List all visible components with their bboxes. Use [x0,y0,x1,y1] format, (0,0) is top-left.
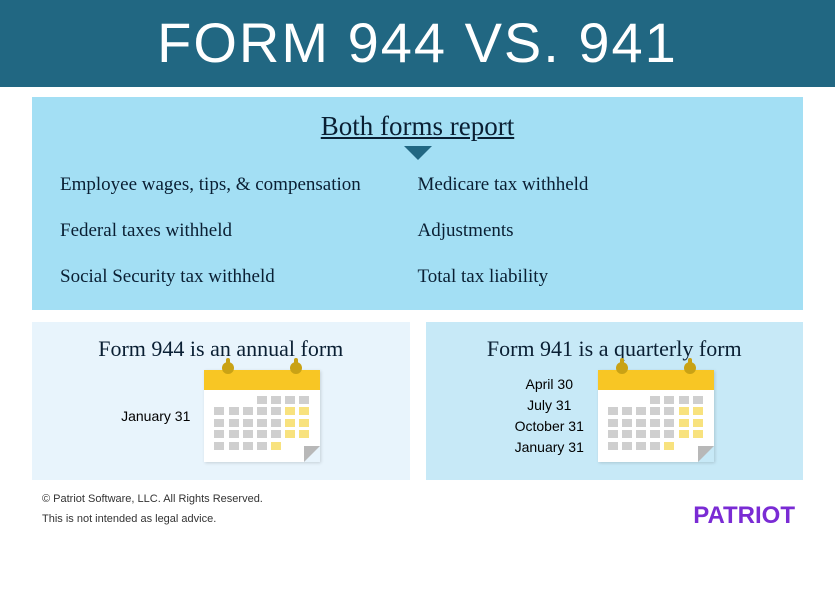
form-944-body: January 31 [121,370,320,462]
report-item: Employee wages, tips, & compensation [60,174,418,196]
form-944-card: Form 944 is an annual form January 31 [32,322,410,480]
report-item: Social Security tax withheld [60,266,418,288]
report-item: Adjustments [418,220,776,242]
items-grid: Employee wages, tips, & compensation Fed… [32,160,803,310]
form-941-dates: April 30 July 31 October 31 January 31 [515,374,584,458]
date-item: October 31 [515,416,584,437]
section-heading: Both forms report [32,97,803,146]
brand-logo: PATRIOT [693,502,795,530]
disclaimer-text: This is not intended as legal advice. [42,510,263,530]
report-item: Medicare tax withheld [418,174,776,196]
calendar-icon [204,370,320,462]
footer: © Patriot Software, LLC. All Rights Rese… [0,480,835,530]
form-944-title: Form 944 is an annual form [98,336,343,362]
date-item: July 31 [515,395,584,416]
arrow-down-icon [404,146,432,160]
form-941-title: Form 941 is a quarterly form [487,336,742,362]
report-item: Total tax liability [418,266,776,288]
items-col-left: Employee wages, tips, & compensation Fed… [60,174,418,288]
header-bar: FORM 944 VS. 941 [0,0,835,87]
copyright-text: © Patriot Software, LLC. All Rights Rese… [42,490,263,510]
calendar-icon [598,370,714,462]
date-item: January 31 [515,437,584,458]
footer-left: © Patriot Software, LLC. All Rights Rese… [42,490,263,530]
bottom-row: Form 944 is an annual form January 31 Fo… [32,322,803,480]
items-col-right: Medicare tax withheld Adjustments Total … [418,174,776,288]
date-item: April 30 [515,374,584,395]
form-944-dates: January 31 [121,406,190,427]
report-item: Federal taxes withheld [60,220,418,242]
form-941-card: Form 941 is a quarterly form April 30 Ju… [426,322,804,480]
form-941-body: April 30 July 31 October 31 January 31 [515,370,714,462]
date-item: January 31 [121,406,190,427]
page-title: FORM 944 VS. 941 [0,10,835,75]
section-both-forms: Both forms report Employee wages, tips, … [32,97,803,310]
